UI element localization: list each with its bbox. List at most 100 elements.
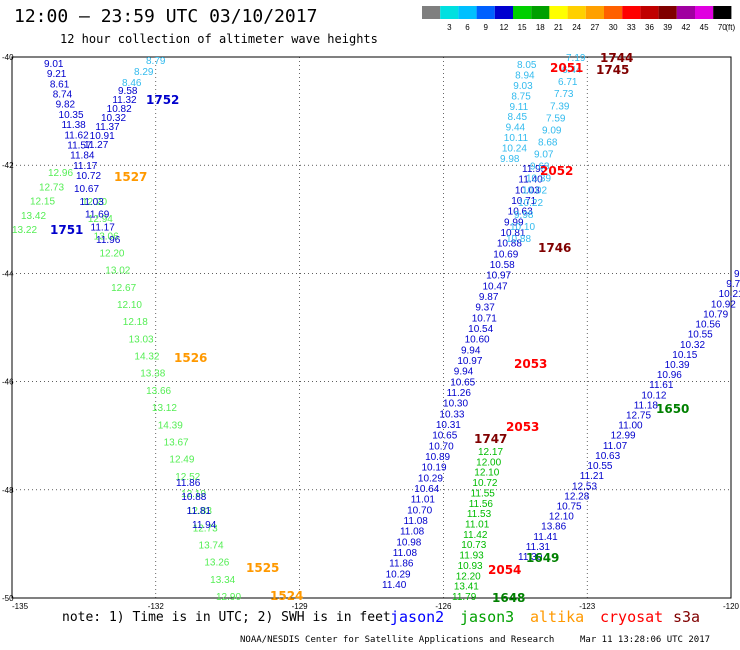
wave-height-value: 12.19 <box>181 489 206 500</box>
map-title: 12:00 – 23:59 UTC 03/10/2017 <box>14 6 318 27</box>
wave-height-value: 9.44 <box>506 123 526 134</box>
wave-height-value: 8.29 <box>134 67 154 78</box>
colorbar-swatch <box>422 6 441 19</box>
wave-height-value: 8.75 <box>511 91 531 102</box>
wave-height-value: 10.88 <box>497 239 522 250</box>
wave-height-value: 12.20 <box>99 249 124 260</box>
wave-height-value: 10.21 <box>719 289 740 300</box>
wave-height-value: 10.91 <box>90 131 115 142</box>
colorbar-tick: 70 <box>718 23 727 32</box>
pass-label: 1752 <box>146 93 179 107</box>
colorbar-tick: 12 <box>499 23 508 32</box>
wave-height-value: 9.11 <box>509 102 528 113</box>
wave-height-value: 12.20 <box>82 197 107 208</box>
wave-height-value: 13.12 <box>152 403 177 414</box>
wave-height-value: 9.7 <box>734 269 740 280</box>
wave-height-value: 10.56 <box>695 320 720 331</box>
wave-height-value: 12.94 <box>88 214 113 225</box>
wave-height-value: 10.12 <box>641 390 666 401</box>
colorbar-tick: 24 <box>572 23 581 32</box>
wave-height-value: 9.99 <box>504 217 524 228</box>
wave-height-value: 10.63 <box>508 207 533 218</box>
colorbar-swatch <box>476 6 495 19</box>
wave-height-value: 11.94 <box>192 520 217 531</box>
colorbar-tick: 6 <box>465 23 470 32</box>
wave-height-value: 9.07 <box>534 150 554 161</box>
wave-height-value: 8.79 <box>146 56 166 67</box>
lat-tick-label: -44 <box>2 269 14 278</box>
wave-height-value: 10.65 <box>450 377 475 388</box>
wave-height-value: 14.39 <box>158 420 183 431</box>
colorbar-tick: 18 <box>536 23 545 32</box>
wave-height-value: 12.73 <box>193 523 218 534</box>
wave-height-value: 11.41 <box>533 532 558 543</box>
wave-height-value: 11.57 <box>67 140 92 151</box>
wave-height-value: 10.47 <box>483 281 508 292</box>
wave-height-value: 11.08 <box>404 516 429 527</box>
wave-height-value: 11.03 <box>80 197 105 208</box>
wave-height-value: 9.09 <box>542 125 562 136</box>
wave-height-value: 10.35 <box>59 110 84 121</box>
wave-height-value: 13.02 <box>105 266 130 277</box>
wave-height-value: 11.01 <box>411 495 436 506</box>
colorbar-swatch <box>494 6 513 19</box>
wave-height-value: 12.10 <box>117 300 142 311</box>
lat-tick-label: -42 <box>2 161 14 170</box>
lon-tick-label: -123 <box>579 602 596 611</box>
wave-height-value: 13.86 <box>541 522 566 533</box>
wave-height-value: 12.96 <box>48 168 73 179</box>
lon-tick-label: -129 <box>292 602 309 611</box>
wave-height-value: 10.54 <box>468 324 493 335</box>
wave-height-value: 13.34 <box>210 575 235 586</box>
wave-height-value: 12.99 <box>611 431 636 442</box>
pass-label: 1648 <box>492 591 525 605</box>
wave-height-value: 6.44 <box>562 65 582 76</box>
pass-label: 1524 <box>270 589 303 603</box>
colorbar-tick: 15 <box>518 23 527 32</box>
wave-height-value: 13.42 <box>21 211 46 222</box>
wave-height-value: 9.63 <box>530 162 550 173</box>
wave-height-value: 10.88 <box>506 234 531 245</box>
colorbar: 3 6 9 12 15 18 21 24 27 30 33 36 39 42 45 70(ft) <box>422 6 736 32</box>
wave-height-value: 12.10 <box>474 468 499 479</box>
wave-height-value: 11.08 <box>393 548 418 559</box>
legend-jason3: jason3 <box>460 608 515 626</box>
wave-height-value: 10.88 <box>181 492 206 503</box>
wave-height-value: 11.86 <box>176 478 201 489</box>
wave-height-value: 8.46 <box>122 78 142 89</box>
wave-height-value: 10.96 <box>657 370 682 381</box>
wave-height-value: 11.27 <box>84 140 109 151</box>
wave-height-value: 10.31 <box>436 420 461 431</box>
pass-label: 2052 <box>540 164 573 178</box>
wave-height-value: 8.61 <box>50 79 70 90</box>
wave-height-value: 11.18 <box>634 400 659 411</box>
wave-height-value: 13.03 <box>129 334 154 345</box>
pass-label: 2053 <box>506 420 539 434</box>
map-subtitle: 12 hour collection of altimeter wave hei… <box>60 32 378 46</box>
wave-height-value: 12.00 <box>476 457 501 468</box>
wave-height-value: 10.89 <box>425 452 450 463</box>
wave-height-value: 11.32 <box>112 95 137 106</box>
map-grid: -135 -132 -129 -126 -123 -120 -40 -42 -44 -46 -48 -… <box>2 53 740 611</box>
colorbar-swatch <box>695 6 714 19</box>
pass-label: 1746 <box>538 241 571 255</box>
wave-height-value: 13.26 <box>204 558 229 569</box>
wave-height-value: 11.40 <box>518 175 543 186</box>
wave-height-value: 10.65 <box>432 431 457 442</box>
wave-height-value: 11.55 <box>471 488 496 499</box>
wave-height-value: 12.83 <box>187 506 212 517</box>
wave-height-value: 10.69 <box>493 249 518 260</box>
colorbar-tick: 27 <box>590 23 599 32</box>
wave-height-value: 13.22 <box>12 225 37 236</box>
wave-height-value: 8.45 <box>508 112 528 123</box>
wave-height-value: 9.37 <box>475 303 495 314</box>
colorbar-swatch <box>585 6 604 19</box>
wave-height-value: 11.79 <box>452 592 477 603</box>
wave-height-value: 9.82 <box>56 100 76 111</box>
colorbar-swatch <box>567 6 586 19</box>
wave-height-value: 12.20 <box>456 571 481 582</box>
wave-height-value: 12.75 <box>626 411 651 422</box>
wave-height-value: 10.79 <box>703 309 728 320</box>
wave-height-value: 11.08 <box>400 527 425 538</box>
